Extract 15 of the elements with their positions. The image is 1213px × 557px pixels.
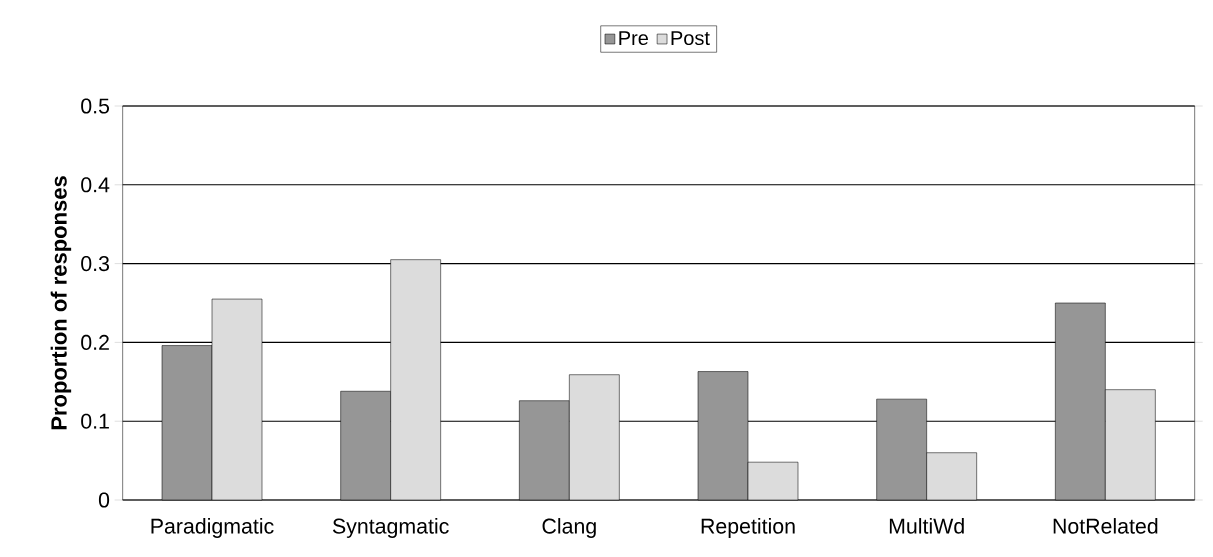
legend-label: Pre	[619, 31, 648, 46]
y-tick-label: 0.3	[81, 256, 110, 272]
x-tick-label: Repetition	[701, 518, 795, 538]
x-tick-label: Clang	[542, 518, 596, 538]
y-tick-label: 0.2	[81, 334, 109, 350]
x-tick-label: MultiWd	[889, 518, 964, 534]
y-tick-label: 0	[98, 492, 110, 508]
legend-label: Post	[671, 31, 710, 46]
y-tick-label: 0.4	[81, 177, 110, 193]
y-tick-label: 0.5	[81, 98, 110, 114]
x-tick-label: NotRelated	[1053, 518, 1158, 534]
y-tick-label: 0.1	[81, 413, 109, 429]
y-axis-title: Proportion of responses	[50, 176, 72, 430]
x-tick-label: Syntagmatic	[332, 518, 449, 538]
x-tick-label: Paradigmatic	[151, 518, 274, 538]
